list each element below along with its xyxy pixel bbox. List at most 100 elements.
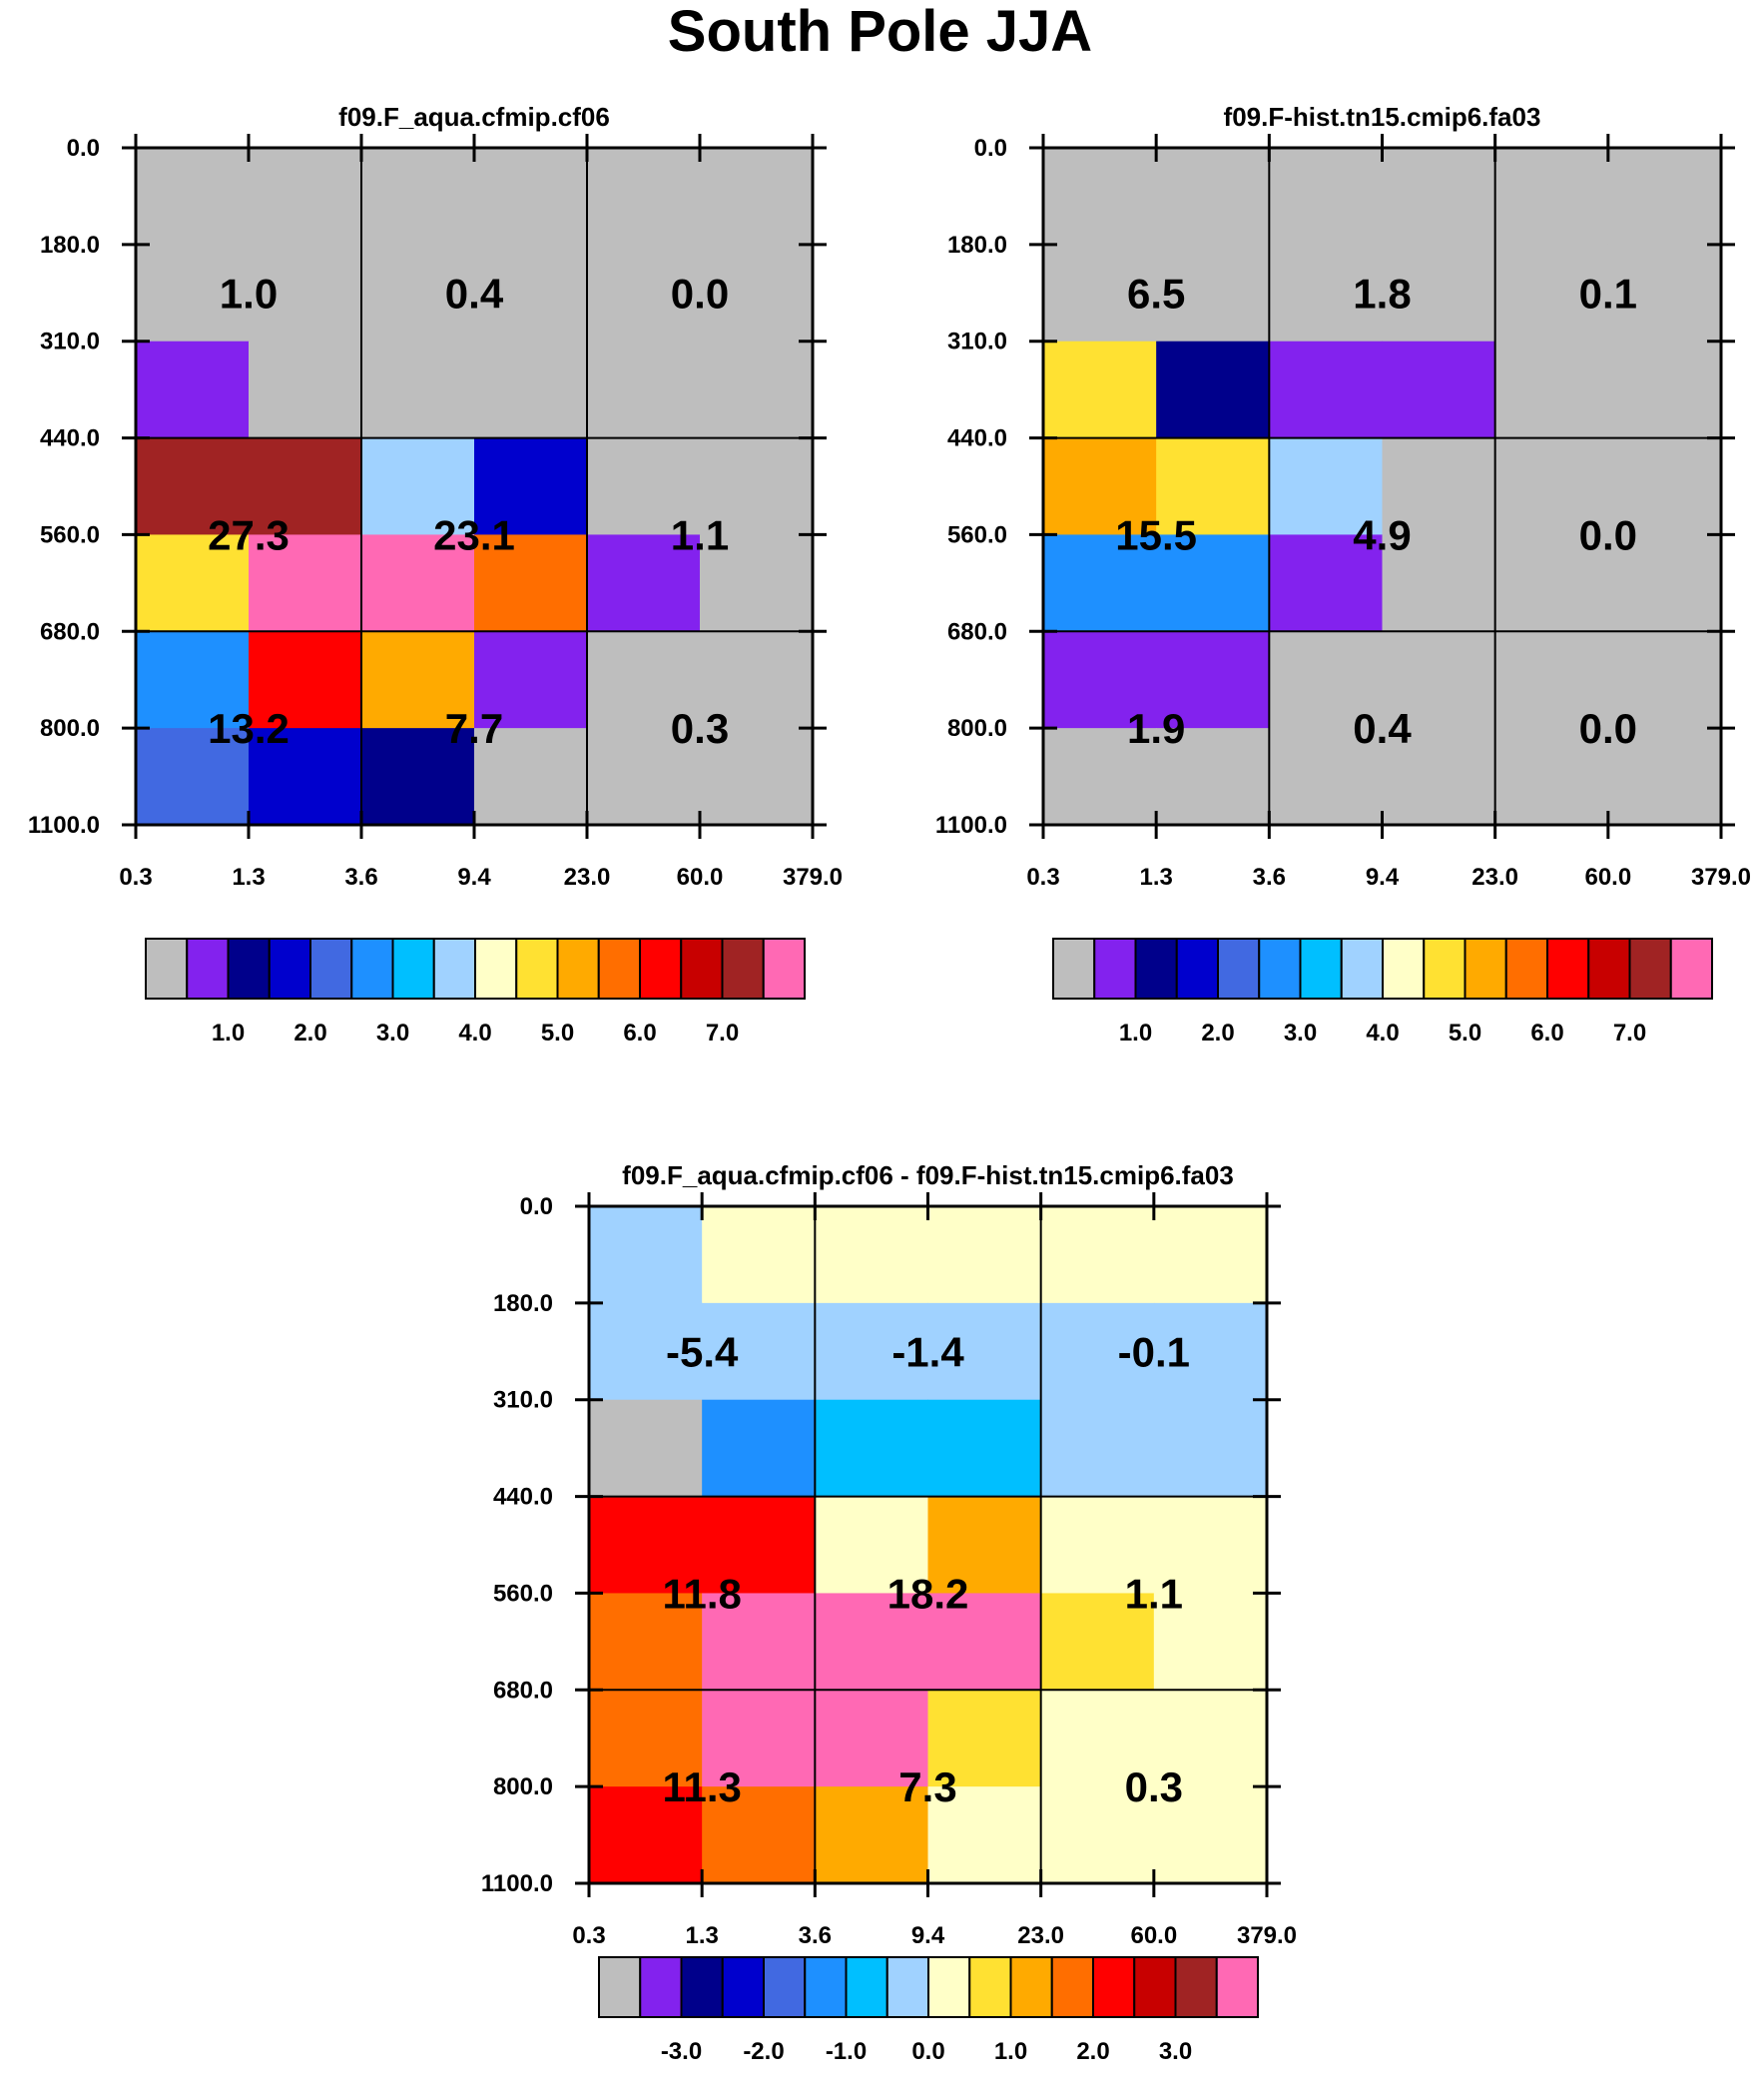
colorbar-swatch bbox=[1215, 1956, 1259, 2018]
heatmap-cell bbox=[1040, 1496, 1155, 1595]
heatmap-cell bbox=[1156, 631, 1270, 729]
colorbar-label: 1.0 bbox=[212, 1020, 245, 1047]
x-tick-label: 379.0 bbox=[1237, 1922, 1297, 1949]
heatmap-cell bbox=[587, 534, 701, 632]
x-tick-label: 9.4 bbox=[457, 864, 491, 891]
heatmap-cell bbox=[474, 437, 588, 536]
y-tick-label: 0.0 bbox=[520, 1193, 553, 1220]
y-tick-label: 310.0 bbox=[493, 1387, 553, 1414]
colorbar-swatch bbox=[1423, 938, 1467, 1000]
heatmap-cell bbox=[1269, 534, 1384, 632]
heatmap-cell bbox=[1153, 1206, 1268, 1304]
x-tick-label: 23.0 bbox=[1017, 1922, 1064, 1949]
colorbar-swatch bbox=[927, 1956, 971, 2018]
page-title: South Pole JJA bbox=[667, 0, 1093, 64]
colorbar-swatch bbox=[885, 1956, 929, 2018]
colorbar-swatch bbox=[432, 938, 476, 1000]
heatmap-cell bbox=[1156, 341, 1270, 439]
colorbar-swatch bbox=[268, 938, 311, 1000]
block-value-label: 4.9 bbox=[1353, 511, 1411, 558]
heatmap-cell bbox=[136, 148, 250, 246]
colorbar-swatch bbox=[1052, 938, 1096, 1000]
y-tick-label: 1100.0 bbox=[935, 812, 1007, 839]
x-tick-label: 9.4 bbox=[911, 1922, 945, 1949]
block-value-label: 1.9 bbox=[1127, 705, 1185, 752]
heatmap-cell bbox=[249, 437, 362, 536]
heatmap-cell bbox=[361, 631, 475, 729]
heatmap-cell bbox=[1043, 148, 1157, 246]
heatmap-cell bbox=[1156, 244, 1270, 343]
y-tick-label: 800.0 bbox=[40, 715, 100, 742]
heatmap-cell bbox=[1382, 148, 1496, 246]
heatmap-cell bbox=[702, 1690, 816, 1787]
colorbar-swatch bbox=[309, 938, 353, 1000]
colorbar-swatch bbox=[1258, 938, 1302, 1000]
colorbar-label: 5.0 bbox=[541, 1020, 574, 1047]
panel-3: f09.F_aqua.cfmip.cf06 - f09.F-hist.tn15.… bbox=[481, 1160, 1297, 2065]
heatmap-cell bbox=[1043, 534, 1157, 632]
heatmap-cell bbox=[1153, 1593, 1268, 1691]
colorbar-label: 6.0 bbox=[1530, 1020, 1563, 1047]
heatmap-cell bbox=[702, 1593, 816, 1691]
heatmap-cell bbox=[1382, 244, 1496, 343]
heatmap-cell bbox=[361, 437, 475, 536]
heatmap-cell bbox=[1607, 341, 1722, 439]
heatmap-cell bbox=[1494, 631, 1609, 729]
heatmap-cell bbox=[361, 728, 475, 826]
block-value-label: 1.8 bbox=[1353, 270, 1411, 317]
heatmap-cell bbox=[136, 437, 250, 536]
heatmap-cell bbox=[1382, 341, 1496, 439]
colorbar-swatch bbox=[639, 1956, 683, 2018]
heatmap-cell bbox=[249, 728, 362, 826]
colorbar-label: 7.0 bbox=[706, 1020, 739, 1047]
heatmap-cell bbox=[589, 1399, 703, 1498]
block-value-label: -0.1 bbox=[1118, 1328, 1190, 1375]
heatmap-cell bbox=[589, 1690, 703, 1787]
colorbar-swatch bbox=[515, 938, 559, 1000]
heatmap-cell bbox=[249, 244, 362, 343]
heatmap-cell bbox=[136, 534, 250, 632]
heatmap-cell bbox=[1607, 728, 1722, 826]
heatmap-cell bbox=[1382, 534, 1496, 632]
y-tick-label: 800.0 bbox=[493, 1773, 553, 1800]
y-tick-label: 800.0 bbox=[947, 715, 1007, 742]
colorbar-label: 3.0 bbox=[1284, 1020, 1317, 1047]
colorbar-label: 0.0 bbox=[911, 2038, 944, 2065]
heatmap-cell bbox=[474, 631, 588, 729]
block-value-label: 7.3 bbox=[898, 1763, 956, 1810]
y-tick-label: 310.0 bbox=[947, 329, 1007, 355]
x-tick-label: 379.0 bbox=[1691, 864, 1751, 891]
block-value-label: 0.0 bbox=[671, 270, 729, 317]
heatmap-cell bbox=[702, 1399, 816, 1498]
heatmap-cell bbox=[927, 1690, 1042, 1787]
colorbar-swatch bbox=[1174, 1956, 1218, 2018]
heatmap-cell bbox=[1494, 437, 1609, 536]
colorbar-swatch bbox=[721, 938, 765, 1000]
colorbar-swatch bbox=[968, 1956, 1012, 2018]
heatmap-cell bbox=[1040, 1786, 1155, 1884]
heatmap-cell bbox=[1043, 631, 1157, 729]
x-tick-label: 60.0 bbox=[1130, 1922, 1177, 1949]
heatmap-cell bbox=[1607, 631, 1722, 729]
block-value-label: 27.3 bbox=[208, 511, 290, 558]
heatmap-cell bbox=[1607, 437, 1722, 536]
heatmap-cell bbox=[700, 244, 814, 343]
heatmap-cell bbox=[1269, 341, 1384, 439]
heatmap-cell bbox=[136, 631, 250, 729]
colorbar-swatch bbox=[145, 938, 189, 1000]
colorbar-swatch bbox=[1217, 938, 1261, 1000]
heatmap-cell bbox=[1607, 534, 1722, 632]
colorbar-swatch bbox=[1669, 938, 1713, 1000]
panel-1: f09.F_aqua.cfmip.cf06 0.0 180.0 310.0 440.0 5… bbox=[28, 102, 843, 1047]
block-value-label: 7.7 bbox=[445, 705, 503, 752]
colorbar-label: 6.0 bbox=[623, 1020, 656, 1047]
heatmap-cell bbox=[589, 1496, 703, 1595]
block-value-label: 0.0 bbox=[1579, 705, 1637, 752]
y-tick-label: 0.0 bbox=[67, 135, 100, 162]
colorbar-label: -2.0 bbox=[743, 2038, 784, 2065]
heatmap-cell bbox=[589, 1593, 703, 1691]
colorbar-swatch bbox=[1382, 938, 1426, 1000]
colorbar-label: -3.0 bbox=[661, 2038, 702, 2065]
colorbar-swatch bbox=[763, 1956, 807, 2018]
heatmap-cell bbox=[587, 437, 701, 536]
